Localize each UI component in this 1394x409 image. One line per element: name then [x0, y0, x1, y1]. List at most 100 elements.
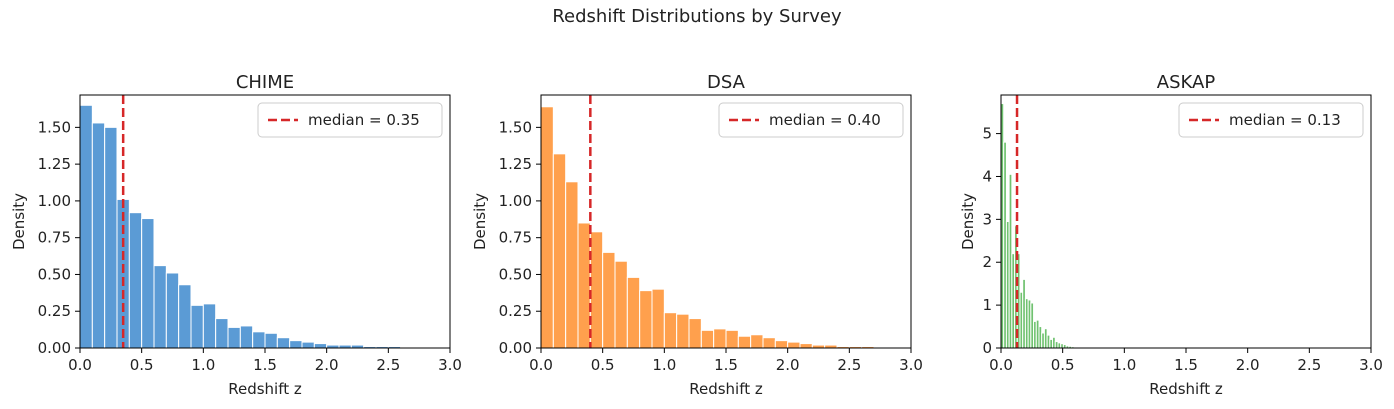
histogram-bar [787, 341, 801, 349]
legend-label: median = 0.13 [1229, 111, 1341, 129]
histogram-bar [104, 126, 118, 349]
x-tick-label: 0.0 [989, 356, 1013, 374]
legend: median = 0.40 [718, 102, 904, 138]
histogram-bar [737, 335, 752, 349]
y-tick-label: 1.00 [499, 192, 532, 210]
x-tick-label: 1.5 [714, 356, 738, 374]
histogram-bar [178, 284, 192, 349]
x-tick-label: 2.5 [1297, 356, 1321, 374]
y-axis-label: Density [10, 193, 28, 250]
histogram-bars [1000, 103, 1100, 349]
y-axis-label: Density [959, 193, 977, 250]
y-tick-label: 1.50 [38, 118, 71, 136]
chart-title: ASKAP [1157, 72, 1216, 93]
x-axis-label: Redshift z [228, 380, 302, 398]
legend-box [1178, 102, 1364, 138]
y-tick-label: 1.50 [499, 118, 532, 136]
histogram-bar [639, 290, 653, 349]
y-tick-label: 1.25 [38, 155, 71, 173]
x-tick-label: 0.0 [68, 356, 92, 374]
legend-box [257, 102, 443, 138]
histogram-bar [252, 331, 266, 349]
x-tick-label: 0.5 [130, 356, 154, 374]
y-tick-label: 0.50 [499, 265, 532, 283]
y-tick-label: 1 [982, 296, 992, 314]
y-tick-label: 0 [982, 339, 992, 357]
legend-label: median = 0.35 [308, 111, 420, 129]
y-tick-label: 2 [982, 253, 992, 271]
x-axis-label: Redshift z [689, 380, 763, 398]
histogram-bar [116, 198, 130, 349]
x-tick-label: 3.0 [438, 356, 462, 374]
chart-panel-chime: 0.0 0.5 1.0 1.5 2.0 2.5 3.0 0.00 0.25 0.50 0.75 1.0… [10, 72, 462, 398]
histogram-bar [153, 265, 167, 349]
histogram-bar [614, 260, 628, 349]
legend-box [718, 102, 904, 138]
histogram-bar [190, 304, 204, 349]
y-tick-label: 4 [982, 167, 992, 185]
y-tick-label: 1.25 [499, 155, 532, 173]
histogram-bar [552, 153, 567, 349]
histogram-bar [676, 313, 690, 349]
x-tick-label: 0.0 [529, 356, 553, 374]
histogram-bar [141, 218, 155, 349]
y-tick-label: 0.75 [499, 229, 532, 247]
histogram-bar [725, 329, 739, 349]
y-tick-label: 3 [982, 210, 992, 228]
x-tick-label: 1.5 [1174, 356, 1198, 374]
histogram-bar [128, 212, 143, 349]
legend: median = 0.13 [1178, 102, 1364, 138]
x-tick-label: 2.0 [1236, 356, 1260, 374]
histogram-bar [651, 288, 665, 349]
x-tick-label: 1.0 [191, 356, 215, 374]
histogram-bar [289, 340, 303, 349]
chart-panel-dsa: 0.0 0.5 1.0 1.5 2.0 2.5 3.0 0.00 0.25 0.50 0.75 1.0… [471, 72, 923, 398]
histogram-bar [565, 181, 579, 349]
histogram-bar [713, 328, 727, 349]
histogram-bars [79, 104, 439, 349]
y-tick-label: 0.75 [38, 229, 71, 247]
histogram-bar [276, 337, 291, 349]
x-tick-label: 0.5 [591, 356, 615, 374]
histogram-bar [313, 343, 328, 349]
histogram-bar [626, 276, 641, 349]
histogram-bar [688, 318, 702, 349]
histogram-bar [264, 332, 278, 349]
x-tick-label: 2.5 [837, 356, 861, 374]
x-tick-label: 1.0 [652, 356, 676, 374]
histogram-bar [202, 303, 217, 349]
y-tick-label: 5 [982, 125, 992, 143]
y-tick-label: 0.00 [499, 339, 532, 357]
x-tick-label: 3.0 [1359, 356, 1383, 374]
chart-title: CHIME [236, 72, 294, 93]
x-tick-label: 2.0 [315, 356, 339, 374]
chart-panel-askap: 0.0 0.5 1.0 1.5 2.0 2.5 3.0 0 1 2 3 4 5 ASKAP Redshift… [959, 72, 1383, 398]
histogram-bar [215, 318, 229, 349]
y-tick-label: 1.00 [38, 192, 71, 210]
histogram-bar [762, 337, 776, 349]
histogram-bar [663, 312, 678, 349]
figure-suptitle: Redshift Distributions by Survey [552, 6, 842, 27]
x-tick-label: 1.5 [253, 356, 277, 374]
x-axis-label: Redshift z [1149, 380, 1223, 398]
histogram-bar [774, 340, 789, 349]
histogram-bar [577, 222, 591, 349]
histogram-bar [589, 231, 604, 349]
histogram-bar [700, 329, 715, 349]
y-tick-label: 0.00 [38, 339, 71, 357]
histogram-bar [79, 104, 93, 349]
histogram-bar [91, 122, 106, 349]
chart-title: DSA [707, 72, 746, 93]
legend: median = 0.35 [257, 102, 443, 138]
histogram-bar [750, 334, 764, 349]
y-tick-label: 0.50 [38, 265, 71, 283]
histogram-bar [301, 341, 315, 349]
histogram-bars [540, 106, 900, 349]
x-tick-label: 0.5 [1051, 356, 1075, 374]
legend-label: median = 0.40 [769, 111, 881, 129]
y-tick-label: 0.25 [499, 302, 532, 320]
y-axis-label: Density [471, 193, 489, 250]
y-tick-label: 0.25 [38, 302, 71, 320]
